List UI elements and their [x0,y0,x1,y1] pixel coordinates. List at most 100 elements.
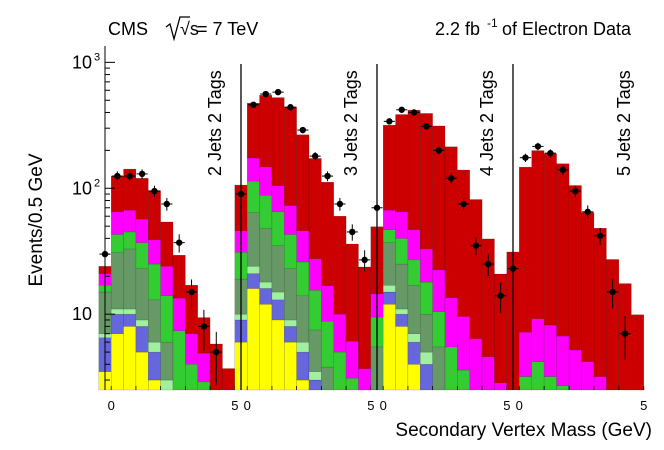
data-point-p1-3 [138,170,146,178]
bar-green-p1-b5 [160,295,174,343]
bar-magenta-p2-b5 [296,230,310,263]
bar-graygreen-p1-b3 [135,268,149,321]
bar-green-p1-b2 [123,231,137,250]
bar-yellow-p2-b1 [246,288,260,391]
bar-red-p1-b10 [222,368,236,391]
bar-yellow-p3-b3 [407,364,421,391]
bar-magenta-p1-b5 [160,266,174,296]
data-point-p3-7 [460,200,467,208]
y-axis-label: Events/0.5 GeV [26,153,47,286]
bar-green-p2-b5 [296,261,310,296]
data-point-p3-4 [423,123,430,130]
bar-magenta-p1-b3 [135,218,149,243]
bar-blue-p1-b2 [123,313,137,327]
data-point-p4-3 [547,149,554,157]
bar-blue-p3-b3 [407,341,421,365]
bar-green-p1-b8 [197,381,211,391]
bar-magenta-p3-b3 [407,229,421,261]
bar-magenta-p3-b8 [469,338,483,391]
experiment-label: CMS [108,19,148,39]
bar-graygreen-p3-b5 [432,346,446,391]
bar-magenta-p2-b9 [345,341,359,379]
x-tick-label-p4-5: 5 [640,398,647,413]
bar-green-p2-b4 [284,234,297,269]
bar-magenta-p1-b1 [110,211,124,235]
data-point-p1-8 [200,323,208,330]
bar-blue-p2-b4 [284,326,297,343]
bar-magenta-p1-b8 [197,353,211,383]
bar-lightgreen-p3-b2 [395,308,409,315]
data-point-p1-5 [163,200,171,208]
bar-lightgreen-p2-b4 [284,319,297,327]
bar-green-p4-b2 [531,361,545,391]
bar-red-p4-b5 [568,185,582,351]
bar-magenta-p4-b3 [543,324,557,377]
x-tick-label-p3-5: 5 [503,398,510,413]
bar-graygreen-p1-b5 [160,341,174,381]
bar-lightgreen-p1-b3 [135,319,149,327]
bar-red-p3-b8 [469,199,483,339]
bar-red-p3-b2 [395,114,409,213]
data-point-p3-9 [485,260,492,268]
bar-blue-p2-b3 [271,299,285,321]
bar-green-p1-b7 [185,364,198,391]
bar-green-p4-b3 [543,376,557,391]
y-tick-label-0: 10 [72,304,92,324]
bar-lightgreen-p2-b5 [296,341,310,353]
bar-graygreen-p1-b4 [148,299,161,343]
bar-blue-p2-b5 [296,351,310,381]
sqrt-symbol [165,16,190,42]
bar-magenta-p1-b6 [172,297,186,331]
data-point-p2-3 [274,88,282,96]
data-point-p3-8 [472,242,480,249]
panel-label-2: 3 Jets 2 Tags [341,70,361,176]
bar-red-p1-b5 [160,221,174,267]
bar-green-p2-b7 [321,320,334,368]
x-tick-label-p4-0: 0 [516,398,523,413]
bar-red-p4-b3 [543,153,557,326]
bar-graygreen-p3-b2 [395,263,409,310]
bar-blue-p3-b1 [382,291,396,305]
bar-magenta-p3-b6 [444,297,458,348]
bar-yellow-p3-b1 [382,304,396,391]
bar-graygreen-p3-b1 [382,242,396,286]
bar-green-p1-b3 [135,242,149,269]
bar-red-p2-b8 [333,215,347,315]
data-point-p4-4 [559,166,567,174]
x-tick-label-p1-0: 0 [108,398,115,413]
bar-magenta-p2-b10 [358,368,372,391]
data-point-p4-8 [609,288,616,296]
bar-graygreen-p3-b3 [407,284,421,334]
bar-yellow-p1-b3 [135,351,149,391]
bar-red-p1-b3 [135,178,149,220]
bar-green-p2-b1 [246,180,260,213]
bar-lightgreen-p2-b6 [308,371,322,381]
lumi-exponent: -1 [487,16,498,30]
bar-blue-p3-b4 [420,364,433,391]
bar-red-p2-b1 [246,102,260,159]
bar-lightgreen-p3-b3 [407,333,421,343]
bar-magenta-p4-b7 [593,376,607,391]
bar-blue-p1-b1 [110,313,124,334]
bar-graygreen-p2-b6 [308,329,322,372]
x-tick-label-p2-0: 0 [244,398,251,413]
bar-magenta-p4-b5 [568,349,582,391]
lumi-value: 2.2 fb [435,19,480,39]
bar-magenta-p2-b7 [321,285,334,322]
panel-label-1: 2 Jets 2 Tags [205,70,225,176]
data-point-p2-7 [324,172,331,180]
bar-red-p2-b3 [271,97,285,186]
bar-green-p1-b4 [148,263,161,301]
bar-red-p3-b6 [444,146,458,298]
bar-lightgreen-p3-b4 [420,351,433,365]
bar-magenta-p3-b10 [494,382,508,391]
data-point-p2-9 [349,228,356,236]
bar-magenta-p4-b6 [581,361,595,391]
data-point-p1-2 [126,172,133,180]
bar-magenta-p2-b2 [259,166,273,196]
bar-green-p3-b6 [444,346,458,391]
bar-lightgreen-p1-b4 [148,341,161,353]
bar-yellow-p2-b4 [284,341,297,391]
